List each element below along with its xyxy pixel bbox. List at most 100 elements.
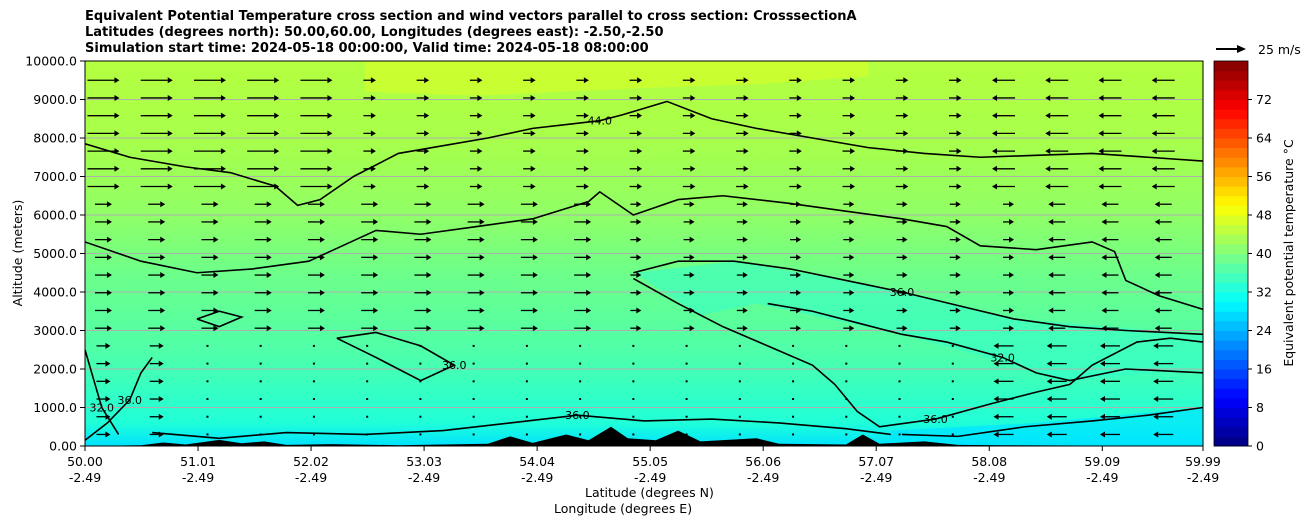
wind-vector [259, 415, 262, 418]
wind-vector-head [424, 165, 430, 172]
wind-vector-head [1101, 236, 1107, 243]
wind-vector-head [327, 165, 333, 172]
wind-vector [259, 380, 262, 383]
wind-vector-head [1151, 183, 1157, 190]
wind-vector-head [106, 325, 112, 332]
wind-vector-head [849, 254, 855, 261]
colorbar-segment [1214, 349, 1248, 360]
wind-vector-head [114, 77, 120, 84]
x-tick-label-lon: -2.49 [1187, 470, 1219, 485]
wind-vector-head [742, 236, 748, 243]
colorbar-segment [1214, 340, 1248, 351]
colorbar-segment [1214, 397, 1248, 408]
wind-vector-head [158, 431, 164, 438]
y-axis-label: Altitude (meters) [10, 200, 25, 307]
wind-vector-head [158, 378, 164, 385]
wind-vector-head [167, 165, 173, 172]
wind-vector-head [902, 272, 908, 279]
contour-label: 36.0 [890, 286, 915, 299]
wind-vector [525, 415, 528, 418]
wind-vector-head [373, 289, 379, 296]
wind-vector [472, 398, 475, 401]
wind-vector-head [479, 201, 485, 208]
wind-vector-head [1098, 165, 1104, 172]
contour-line [85, 100, 1203, 207]
wind-vector-head [637, 183, 643, 190]
wind-vector [792, 344, 795, 347]
wind-vector-head [370, 130, 376, 137]
colorbar: 0 8 16 24 32 40 48 56 64 72 [1213, 60, 1272, 454]
wind-vector-head [993, 360, 999, 367]
colorbar-segment [1214, 311, 1248, 322]
wind-vector-head [993, 431, 999, 438]
y-tick-label: 0.00 [49, 439, 77, 454]
wind-vector [419, 433, 422, 436]
wind-vector-head [477, 77, 483, 84]
wind-vector [738, 433, 741, 436]
colorbar-segment [1214, 147, 1248, 158]
wind-vector-head [1048, 272, 1054, 279]
wind-vector-head [1151, 165, 1157, 172]
wind-vector-head [106, 236, 112, 243]
wind-vector-head [903, 112, 909, 119]
wind-vector-head [105, 360, 111, 367]
x-tick-label-lon: -2.49 [408, 470, 440, 485]
wind-vector [525, 344, 528, 347]
wind-vector-head [424, 77, 430, 84]
wind-vector-head [319, 325, 325, 332]
wind-vector [312, 362, 315, 365]
wind-vector-head [902, 325, 908, 332]
wind-vector-head [479, 272, 485, 279]
wind-vector-head [424, 112, 430, 119]
contour-line [152, 414, 891, 440]
wind-vector-head [532, 218, 538, 225]
wind-vector-head [213, 254, 219, 261]
wind-vector [632, 433, 635, 436]
wind-vector-head [637, 130, 643, 137]
wind-vector-head [114, 130, 120, 137]
colorbar-tick-label: 24 [1256, 323, 1272, 338]
wind-vector-head [636, 236, 642, 243]
wind-vector [206, 433, 209, 436]
wind-vector-head [1151, 112, 1157, 119]
wind-vector-head [160, 218, 166, 225]
wind-vector-head [796, 218, 802, 225]
wind-vector-head [1153, 396, 1159, 403]
colorbar-segment [1214, 224, 1248, 235]
wind-vector-head [477, 148, 483, 155]
colorbar-segment [1214, 89, 1248, 100]
wind-vector [738, 415, 741, 418]
chart-title-line-2: Latitudes (degrees north): 50.00,60.00, … [85, 25, 664, 40]
wind-vector-head [319, 218, 325, 225]
wind-vector-head [1099, 360, 1105, 367]
wind-vector-head [479, 218, 485, 225]
y-tick-label: 6000.0 [33, 208, 77, 223]
field-patch-warm [364, 61, 869, 96]
wind-vector-head [266, 289, 272, 296]
wind-vector-head [426, 307, 432, 314]
wind-vector-head [373, 218, 379, 225]
wind-vector-head [583, 183, 589, 190]
wind-vector-head [266, 218, 272, 225]
wind-vector-head [1101, 307, 1107, 314]
wind-vector-head [373, 325, 379, 332]
wind-vector [579, 433, 582, 436]
y-axis: 0.00 1000.0 2000.0 3000.0 4000.0 5000.0 6000.0… [25, 54, 85, 454]
wind-vector-head [114, 148, 120, 155]
wind-vector-head [992, 77, 998, 84]
colorbar-segment [1214, 157, 1248, 168]
wind-vector [951, 362, 954, 365]
wind-vector-head [586, 289, 592, 296]
wind-vector-head [327, 94, 333, 101]
wind-vector [738, 398, 741, 401]
wind-vector-head [992, 112, 998, 119]
contour-label: 36.0 [923, 413, 948, 426]
x-tick-label-lat: 50.00 [67, 454, 103, 469]
wind-vector [472, 433, 475, 436]
wind-vector [366, 380, 369, 383]
wind-vector-head [955, 307, 961, 314]
wind-vector-head [992, 183, 998, 190]
wind-vector [366, 362, 369, 365]
wind-vector-head [956, 112, 962, 119]
wind-vector-head [167, 112, 173, 119]
